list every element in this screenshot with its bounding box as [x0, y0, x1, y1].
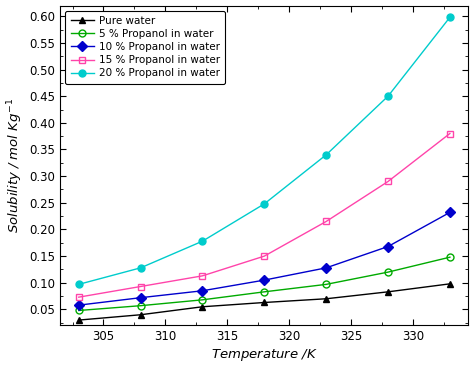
Pure water	[138, 313, 144, 317]
Pure water	[447, 282, 453, 286]
5 % Propanol in water	[385, 270, 391, 274]
15 % Propanol in water	[262, 254, 267, 258]
Line: 10 % Propanol in water: 10 % Propanol in water	[75, 209, 453, 308]
5 % Propanol in water	[200, 298, 205, 302]
5 % Propanol in water	[138, 303, 144, 308]
20 % Propanol in water	[138, 266, 144, 270]
10 % Propanol in water	[385, 244, 391, 249]
20 % Propanol in water	[200, 239, 205, 244]
Pure water	[323, 297, 329, 301]
20 % Propanol in water	[323, 153, 329, 157]
20 % Propanol in water	[385, 94, 391, 99]
Line: 5 % Propanol in water: 5 % Propanol in water	[75, 254, 453, 314]
10 % Propanol in water	[323, 266, 329, 270]
10 % Propanol in water	[138, 296, 144, 300]
5 % Propanol in water	[323, 282, 329, 287]
Pure water	[385, 290, 391, 294]
15 % Propanol in water	[323, 219, 329, 224]
5 % Propanol in water	[447, 255, 453, 259]
Legend: Pure water, 5 % Propanol in water, 10 % Propanol in water, 15 % Propanol in wate: Pure water, 5 % Propanol in water, 10 % …	[65, 11, 225, 84]
15 % Propanol in water	[76, 295, 82, 299]
Pure water	[200, 304, 205, 309]
10 % Propanol in water	[76, 303, 82, 307]
10 % Propanol in water	[262, 278, 267, 282]
5 % Propanol in water	[76, 308, 82, 313]
20 % Propanol in water	[76, 282, 82, 287]
Pure water	[76, 318, 82, 322]
Line: 15 % Propanol in water: 15 % Propanol in water	[75, 130, 453, 301]
5 % Propanol in water	[262, 290, 267, 294]
Line: 20 % Propanol in water: 20 % Propanol in water	[75, 14, 453, 288]
X-axis label: Temperature /$K$: Temperature /$K$	[211, 348, 318, 363]
20 % Propanol in water	[262, 201, 267, 206]
15 % Propanol in water	[447, 131, 453, 136]
15 % Propanol in water	[200, 274, 205, 278]
Line: Pure water: Pure water	[75, 280, 453, 324]
Pure water	[262, 300, 267, 305]
Y-axis label: Solubility / mol $Kg^{-1}$: Solubility / mol $Kg^{-1}$	[6, 98, 25, 233]
15 % Propanol in water	[138, 284, 144, 289]
15 % Propanol in water	[385, 179, 391, 184]
10 % Propanol in water	[200, 289, 205, 293]
10 % Propanol in water	[447, 210, 453, 215]
20 % Propanol in water	[447, 15, 453, 20]
